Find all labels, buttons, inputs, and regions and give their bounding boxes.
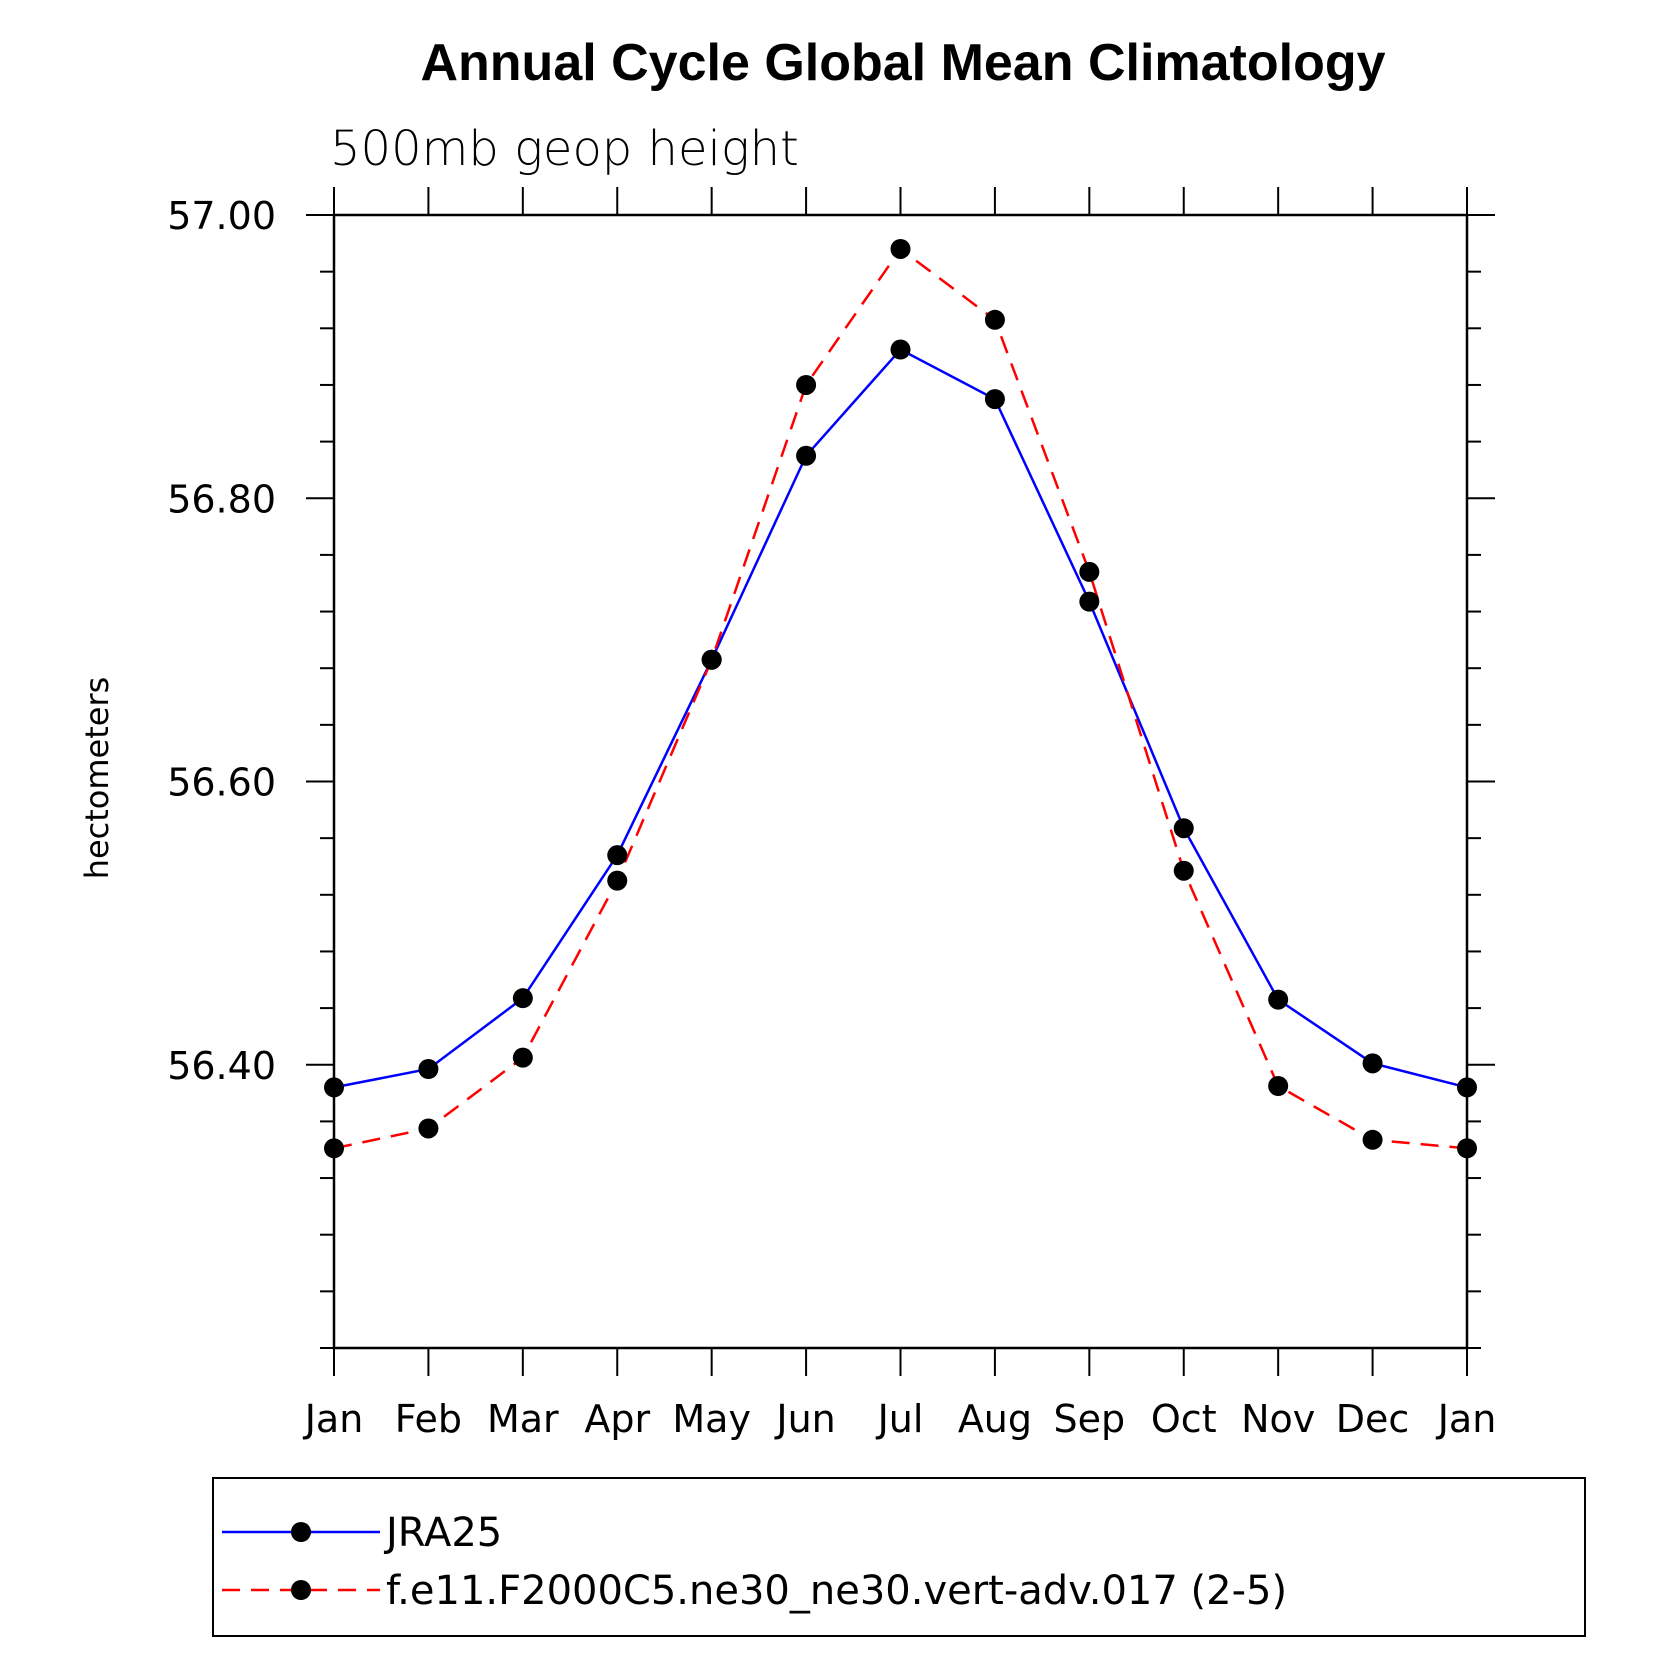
series-2-point	[1173, 860, 1194, 881]
legend-marker-2	[291, 1580, 311, 1600]
series-2-point	[701, 649, 722, 670]
series-1-point	[1079, 591, 1100, 612]
x-tick-label: Apr	[584, 1397, 650, 1441]
series-2-point	[890, 238, 911, 259]
legend-box	[212, 1477, 1586, 1637]
series-2-point	[1079, 561, 1100, 582]
series-2-point	[1268, 1075, 1289, 1096]
series-1-point	[1457, 1077, 1477, 1098]
x-tick-labels: Jan Feb Mar Apr May Jun Jul Aug Sep Oct Nov Dec Jan	[303, 1397, 1497, 1441]
y-tick-label: 56.80	[167, 477, 276, 521]
y-tick-label: 57.00	[167, 194, 276, 238]
series-1-point	[512, 988, 533, 1009]
x-tick-label: Feb	[395, 1397, 462, 1441]
x-tick-label: May	[672, 1397, 751, 1441]
chart-title: Annual Cycle Global Mean Climatology	[420, 34, 1385, 92]
y-tick-labels: 56.40 56.60 56.80 57.00	[167, 194, 276, 1088]
legend-label-1: JRA25	[383, 1510, 502, 1556]
x-tick-label: Jul	[876, 1397, 924, 1441]
legend-marker-1	[291, 1522, 311, 1542]
series-1-point	[890, 339, 911, 360]
plot-frame	[332, 213, 1469, 1350]
y-axis-label: hectometers	[78, 677, 116, 880]
series-2-point	[607, 870, 628, 891]
axis-ticks	[306, 187, 1495, 1376]
x-tick-label: Nov	[1241, 1397, 1315, 1441]
y-tick-label: 56.60	[167, 761, 276, 805]
series-1-point	[324, 1077, 344, 1098]
series-markers	[324, 238, 1477, 1159]
series-line-1	[333, 347, 1468, 1089]
series-2-point	[1457, 1138, 1477, 1159]
x-tick-label: Sep	[1054, 1397, 1126, 1441]
x-tick-label: Oct	[1151, 1397, 1217, 1441]
series-2-point	[324, 1138, 344, 1159]
x-tick-label: Aug	[958, 1397, 1032, 1441]
series-lines	[333, 247, 1468, 1150]
plot-border	[332, 213, 1469, 1350]
series-1-point	[418, 1058, 439, 1079]
series-2-point	[1362, 1129, 1383, 1150]
legend: JRA25 f.e11.F2000C5.ne30_ne30.vert-adv.01…	[212, 1477, 1586, 1637]
series-2-point	[512, 1047, 533, 1068]
series-1-point	[984, 389, 1005, 410]
x-tick-label: Jan	[1436, 1397, 1497, 1441]
x-tick-label: Dec	[1336, 1397, 1410, 1441]
series-1-point	[1362, 1053, 1383, 1074]
chart-subtitle: 500mb geop height	[330, 121, 799, 177]
y-tick-label: 56.40	[167, 1044, 276, 1088]
x-tick-label: Jun	[774, 1397, 835, 1441]
series-1-point	[607, 845, 628, 866]
series-2-point	[796, 374, 817, 395]
series-1-point	[1268, 989, 1289, 1010]
series-1-point	[1173, 818, 1194, 839]
series-2-point	[984, 309, 1005, 330]
x-tick-label: Jan	[303, 1397, 364, 1441]
series-1-point	[796, 445, 817, 466]
x-tick-label: Mar	[487, 1397, 559, 1441]
legend-label-2: f.e11.F2000C5.ne30_ne30.vert-adv.017 (2-…	[386, 1568, 1287, 1614]
series-2-point	[418, 1118, 439, 1139]
